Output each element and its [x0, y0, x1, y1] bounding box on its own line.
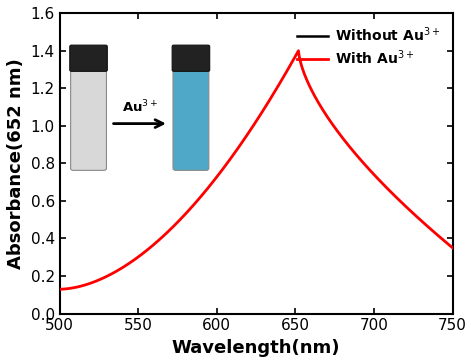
Y-axis label: Absorbance(652 nm): Absorbance(652 nm) [7, 58, 25, 269]
FancyBboxPatch shape [70, 45, 107, 71]
Text: Au$^{3+}$: Au$^{3+}$ [122, 99, 158, 115]
FancyBboxPatch shape [172, 45, 210, 71]
X-axis label: Wavelength(nm): Wavelength(nm) [172, 339, 340, 357]
Legend: Without Au$^{3+}$, With Au$^{3+}$: Without Au$^{3+}$, With Au$^{3+}$ [292, 20, 446, 72]
FancyBboxPatch shape [173, 67, 209, 170]
FancyBboxPatch shape [71, 67, 107, 170]
